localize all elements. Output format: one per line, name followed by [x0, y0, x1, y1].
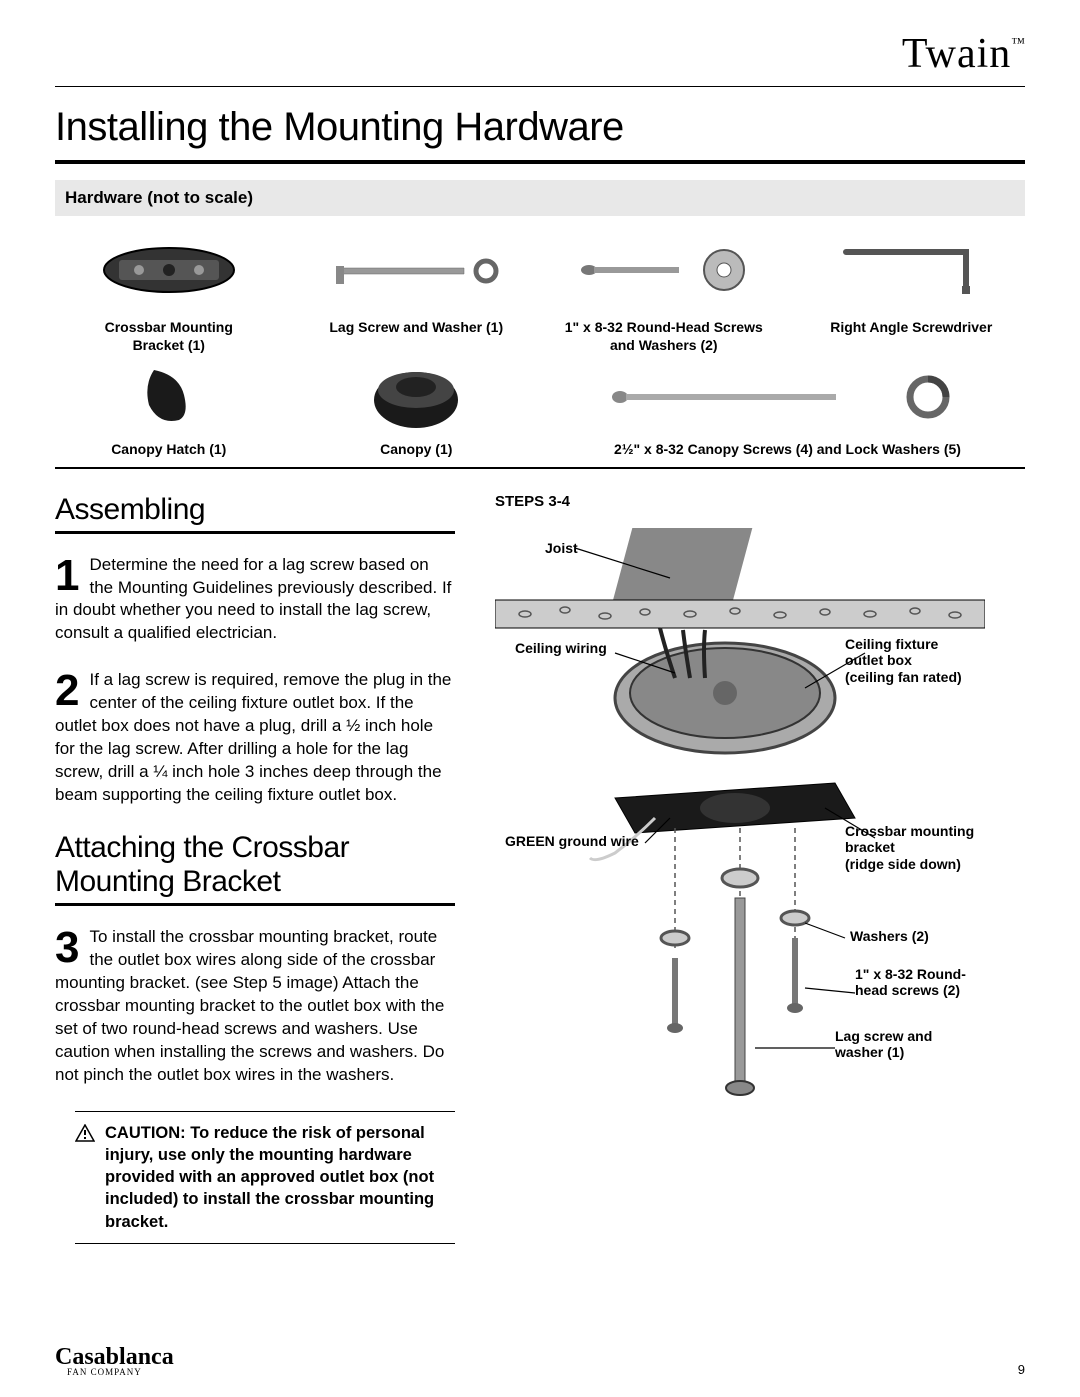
hw-canopy: Canopy (1) [303, 362, 531, 458]
hw-lag-screw-icon [303, 230, 531, 310]
hw-label: Lag Screw and Washer (1) [303, 318, 531, 336]
hw-label: Crossbar Mounting Bracket (1) [55, 318, 283, 354]
caution-label: CAUTION: [105, 1124, 186, 1142]
page-header: Twain™ [55, 30, 1025, 87]
diagram-label-wiring: Ceiling wiring [515, 640, 607, 657]
steps-label: STEPS 3-4 [495, 493, 1025, 510]
step-1: 1 Determine the need for a lag screw bas… [55, 554, 455, 646]
hardware-grid-row2: Canopy Hatch (1) Canopy (1) 2½" x 8-32 C… [55, 362, 1025, 458]
step-2: 2 If a lag screw is required, remove the… [55, 669, 455, 807]
hw-canopy-icon [303, 362, 531, 432]
diagram-label-lagscrew: Lag screw and washer (1) [835, 1028, 932, 1062]
hw-crossbar-bracket: Crossbar Mounting Bracket (1) [55, 230, 283, 354]
installation-diagram: Joist Ceiling wiring Ceiling fixture out… [495, 518, 985, 1118]
assembling-heading: Assembling [55, 493, 455, 534]
hw-round-head-screws-icon [550, 230, 778, 310]
footer-logo-block: Casablanca FAN COMPANY [55, 1348, 174, 1377]
hardware-grid-row1: Crossbar Mounting Bracket (1) Lag Screw … [55, 230, 1025, 354]
step-1-text: Determine the need for a lag screw based… [55, 555, 451, 643]
caution-box: CAUTION: To reduce the risk of personal … [75, 1111, 455, 1244]
left-column: Assembling 1 Determine the need for a la… [55, 493, 455, 1244]
page-title: Installing the Mounting Hardware [55, 105, 1025, 150]
step-3: 3 To install the crossbar mounting brack… [55, 926, 455, 1087]
warning-icon [75, 1124, 95, 1147]
page-number: 9 [1018, 1362, 1025, 1377]
hw-label: 1" x 8-32 Round-Head Screws and Washers … [550, 318, 778, 354]
hw-canopy-screws-icon [550, 362, 1025, 432]
diagram-label-roundhead: 1" x 8-32 Round- head screws (2) [855, 966, 966, 1000]
hw-label: Right Angle Screwdriver [798, 318, 1026, 336]
step-2-text: If a lag screw is required, remove the p… [55, 670, 451, 804]
diagram-label-crossbar: Crossbar mounting bracket (ridge side do… [845, 823, 974, 873]
content-columns: Assembling 1 Determine the need for a la… [55, 493, 1025, 1244]
hw-screwdriver: Right Angle Screwdriver [798, 230, 1026, 354]
page-footer: Casablanca FAN COMPANY 9 [55, 1348, 1025, 1377]
hw-lag-screw: Lag Screw and Washer (1) [303, 230, 531, 354]
diagram-label-outlet-box: Ceiling fixture outlet box (ceiling fan … [845, 636, 962, 686]
footer-logo: Casablanca [55, 1348, 174, 1367]
step-2-number: 2 [55, 669, 79, 713]
diagram-label-washers: Washers (2) [850, 928, 929, 945]
caution-text: CAUTION: To reduce the risk of personal … [105, 1122, 455, 1233]
trademark: ™ [1011, 36, 1025, 51]
hardware-end-rule [55, 467, 1025, 469]
brand-name: Twain [902, 31, 1011, 77]
title-rule [55, 160, 1025, 164]
diagram-label-ground: GREEN ground wire [505, 833, 639, 850]
hw-label: Canopy Hatch (1) [55, 440, 283, 458]
hw-screwdriver-icon [798, 230, 1026, 310]
diagram-label-joist: Joist [545, 540, 578, 557]
hw-canopy-hatch: Canopy Hatch (1) [55, 362, 283, 458]
hw-canopy-screws: 2½" x 8-32 Canopy Screws (4) and Lock Wa… [550, 362, 1025, 458]
hw-round-head-screws: 1" x 8-32 Round-Head Screws and Washers … [550, 230, 778, 354]
step-1-number: 1 [55, 554, 79, 598]
hardware-section-header: Hardware (not to scale) [55, 180, 1025, 216]
hw-canopy-hatch-icon [55, 362, 283, 432]
hw-label: 2½" x 8-32 Canopy Screws (4) and Lock Wa… [550, 440, 1025, 458]
right-column: STEPS 3-4 [495, 493, 1025, 1244]
hw-label: Canopy (1) [303, 440, 531, 458]
hw-crossbar-bracket-icon [55, 230, 283, 310]
step-3-text: To install the crossbar mounting bracket… [55, 927, 444, 1084]
attaching-heading: Attaching the Crossbar Mounting Bracket [55, 831, 455, 906]
step-3-number: 3 [55, 926, 79, 970]
